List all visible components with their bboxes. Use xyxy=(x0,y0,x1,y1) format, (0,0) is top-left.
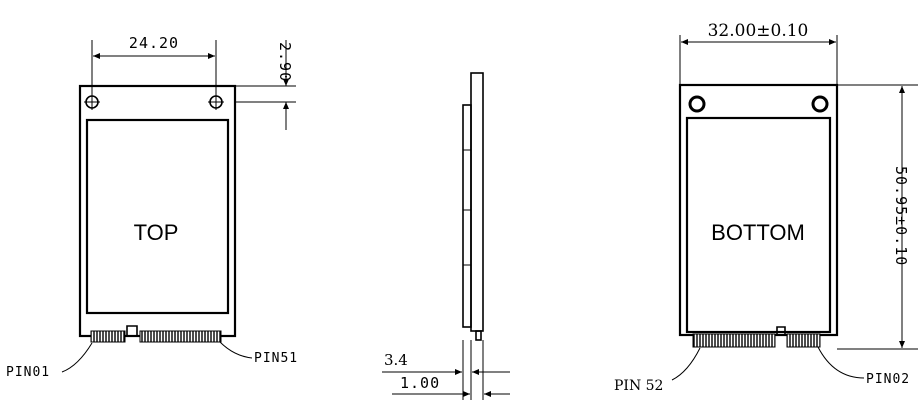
bottom-pins-right xyxy=(786,333,821,348)
side-edge-contact xyxy=(475,330,482,341)
top-mounting-hole-left xyxy=(84,94,100,110)
bottom-pin-right-label: PIN02 xyxy=(866,372,910,387)
side-board xyxy=(470,72,484,332)
top-mounting-hole-right xyxy=(208,94,224,110)
side-board-dim: 1.00 xyxy=(400,374,440,392)
top-pins-right xyxy=(139,330,222,343)
bottom-label-area xyxy=(685,116,832,334)
bottom-view: 32.00±0.10 50.95±0.10 BOTTOM PIN 52 PIN0… xyxy=(614,21,918,394)
side-view: 3.4 1.00 xyxy=(382,72,510,400)
bottom-pin-left-label: PIN 52 xyxy=(614,378,663,394)
top-hole-dim: 2.90 xyxy=(276,42,294,82)
top-board-outline xyxy=(78,84,237,338)
bottom-mounting-hole-right xyxy=(811,95,829,113)
top-face-label: TOP xyxy=(134,220,179,245)
bottom-board-outline xyxy=(678,83,839,337)
top-width-dim: 24.20 xyxy=(129,34,179,52)
bottom-pins-left xyxy=(692,333,776,348)
side-shield xyxy=(462,104,472,328)
bottom-edge-notch xyxy=(776,326,786,335)
bottom-width-dim: 32.00±0.10 xyxy=(708,21,809,41)
top-pin-left-label: PIN01 xyxy=(6,365,50,380)
top-label-area xyxy=(85,118,230,315)
top-edge-notch xyxy=(126,325,138,336)
bottom-mounting-hole-left xyxy=(688,95,706,113)
top-pin-right-label: PIN51 xyxy=(254,351,298,366)
bottom-face-label: BOTTOM xyxy=(711,220,805,245)
top-view: 24.20 2.90 TOP PIN01 PIN51 xyxy=(6,34,298,380)
bottom-height-dim: 50.95±0.10 xyxy=(892,166,910,266)
side-thickness-dim: 3.4 xyxy=(384,351,408,369)
top-pins-left xyxy=(90,330,126,343)
